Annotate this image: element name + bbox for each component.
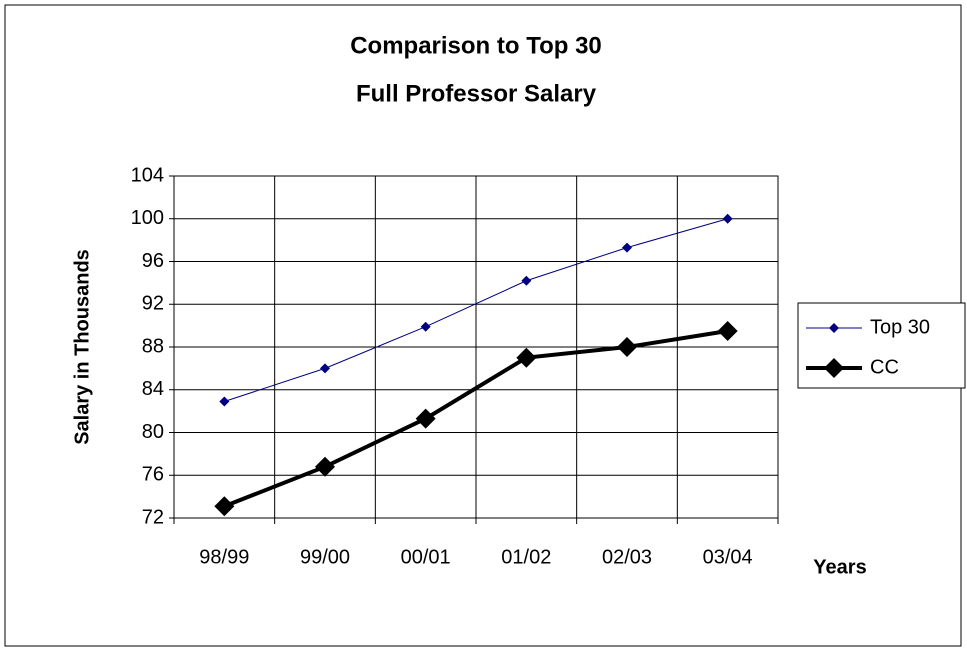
y-tick-label: 100 [131, 207, 164, 229]
point-marker [214, 496, 235, 517]
point-marker [622, 242, 632, 253]
point-marker [415, 408, 436, 429]
legend-marker [829, 323, 839, 333]
x-tick-label: 00/01 [401, 546, 451, 568]
y-tick-label: 92 [142, 293, 164, 315]
point-marker [315, 456, 335, 477]
series-line [224, 218, 728, 402]
chart-title: Full Professor Salary [356, 80, 597, 107]
y-tick-label: 80 [142, 421, 164, 443]
point-marker [219, 396, 230, 407]
legend-label: CC [870, 356, 899, 378]
x-tick-label: 02/03 [602, 546, 652, 568]
point-marker [717, 320, 738, 341]
chart-title: Comparison to Top 30 [350, 32, 602, 59]
y-tick-label: 76 [142, 464, 164, 486]
legend-label: Top 30 [870, 316, 930, 338]
y-tick-label: 88 [142, 335, 164, 357]
y-tick-label: 84 [142, 378, 164, 400]
legend-marker [824, 358, 844, 378]
point-marker [521, 275, 532, 286]
point-marker [722, 213, 733, 224]
x-axis-label: Years [813, 556, 866, 578]
y-tick-label: 72 [142, 506, 164, 528]
point-marker [617, 337, 637, 357]
y-axis-label: Salary in Thousands [71, 249, 93, 445]
legend-box [797, 302, 966, 389]
plot-area [173, 175, 779, 519]
x-tick-label: 01/02 [501, 546, 551, 568]
y-tick-label: 104 [131, 164, 164, 186]
x-tick-label: 99/00 [300, 546, 350, 568]
series-line [223, 328, 728, 509]
x-tick-label: 03/04 [703, 546, 753, 568]
point-marker [516, 347, 537, 368]
x-tick-label: 98/99 [199, 546, 249, 568]
y-tick-label: 96 [142, 250, 164, 272]
point-marker [420, 321, 431, 332]
point-marker [320, 363, 330, 374]
